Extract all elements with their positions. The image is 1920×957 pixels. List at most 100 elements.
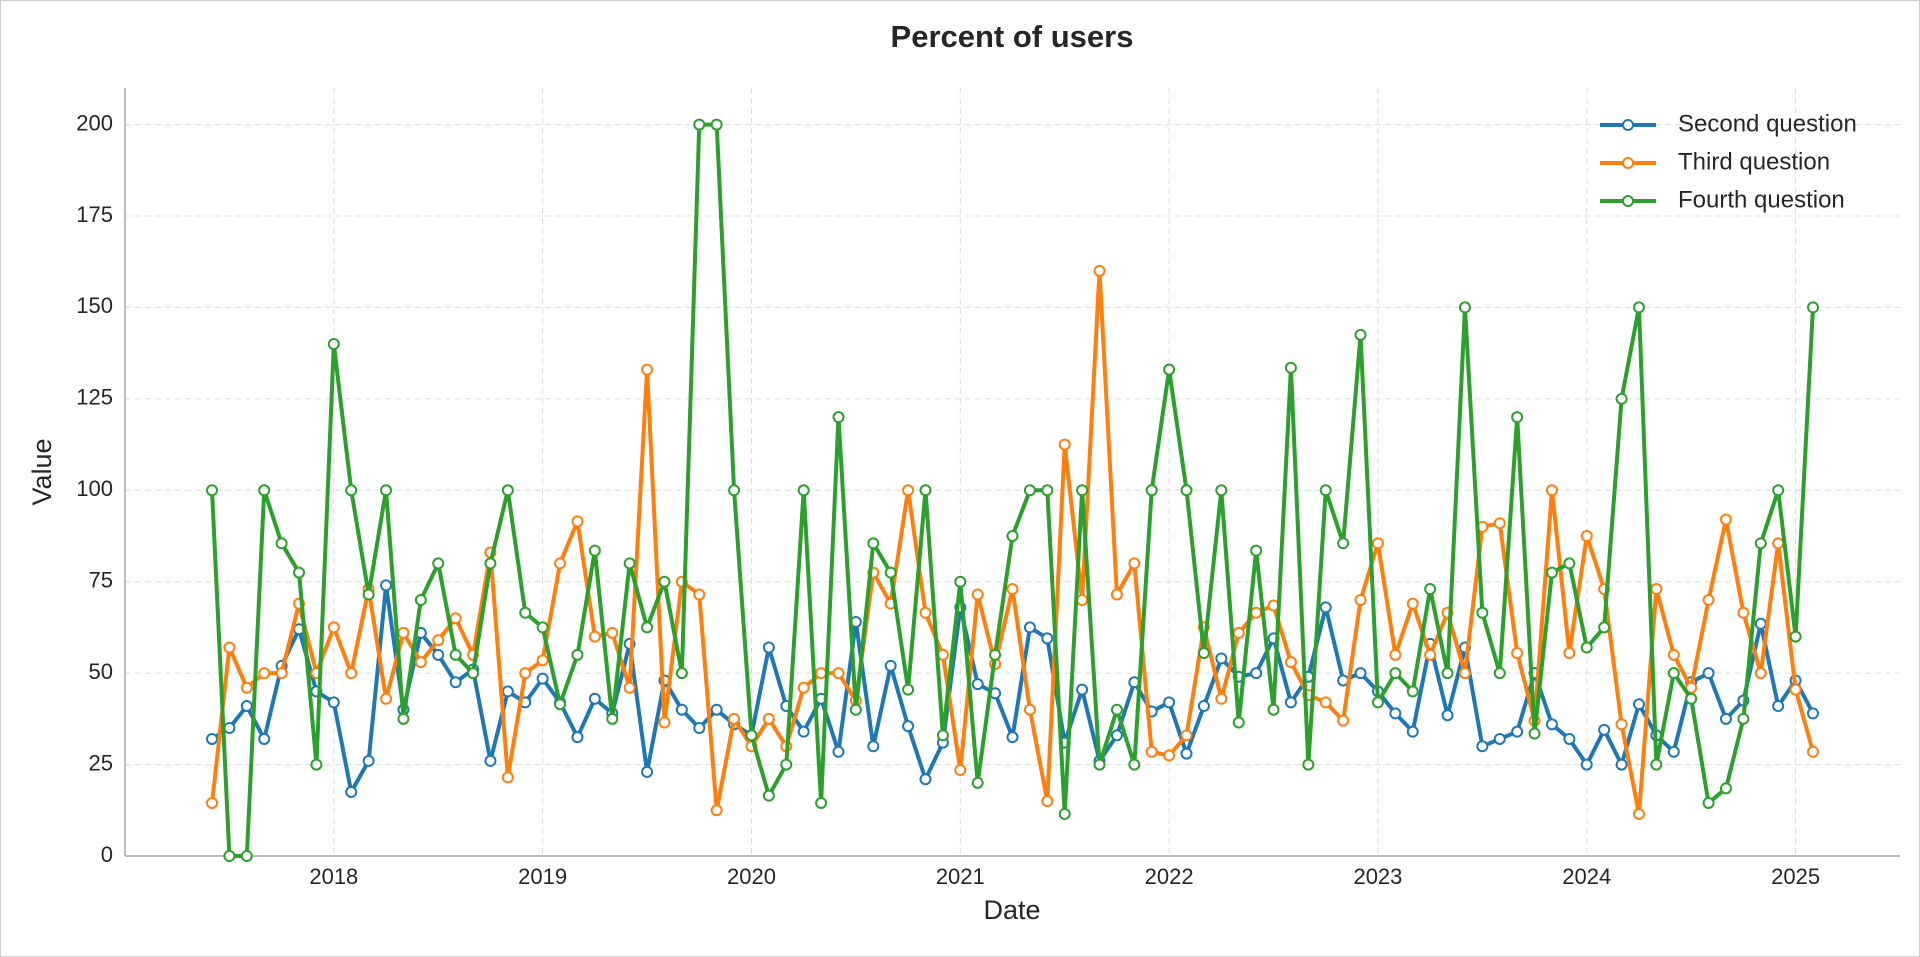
point-marker xyxy=(432,634,445,647)
point-marker xyxy=(1441,709,1454,722)
point-marker xyxy=(1598,723,1611,736)
point-marker xyxy=(849,703,862,716)
point-marker xyxy=(675,703,688,716)
point-marker xyxy=(1337,537,1350,550)
point-marker xyxy=(1702,667,1715,680)
point-marker xyxy=(362,754,375,767)
point-marker xyxy=(658,716,671,729)
legend-label: Third question xyxy=(1678,148,1830,175)
point-marker xyxy=(1476,740,1489,753)
point-marker xyxy=(623,681,636,694)
point-marker xyxy=(1789,683,1802,696)
point-marker xyxy=(606,712,619,725)
point-marker xyxy=(919,606,932,619)
legend-marker xyxy=(1622,195,1634,207)
point-marker xyxy=(1789,630,1802,643)
point-marker xyxy=(867,740,880,753)
point-marker xyxy=(1493,732,1506,745)
point-marker xyxy=(1354,594,1367,606)
point-marker xyxy=(902,720,915,733)
x-tick-label: 2022 xyxy=(1145,864,1194,889)
point-marker xyxy=(675,667,688,680)
point-marker xyxy=(1458,301,1471,314)
point-marker xyxy=(484,557,497,570)
point-marker xyxy=(954,764,967,777)
point-marker xyxy=(380,579,393,592)
point-marker xyxy=(728,712,741,725)
point-marker xyxy=(1319,601,1332,614)
point-marker xyxy=(1041,632,1054,645)
point-marker xyxy=(1754,667,1767,680)
point-marker xyxy=(1685,692,1698,705)
point-marker xyxy=(345,484,358,497)
point-marker xyxy=(223,641,236,654)
point-marker xyxy=(1058,438,1071,451)
point-marker xyxy=(606,626,619,639)
y-tick-label: 125 xyxy=(76,385,113,410)
point-marker xyxy=(380,692,393,705)
legend-marker xyxy=(1622,157,1634,169)
point-marker xyxy=(1302,758,1315,771)
point-marker xyxy=(1406,597,1419,610)
point-marker xyxy=(745,729,758,742)
point-marker xyxy=(1406,685,1419,698)
point-marker xyxy=(1737,712,1750,725)
point-marker xyxy=(797,725,810,738)
point-marker xyxy=(536,654,549,667)
point-marker xyxy=(571,515,584,528)
point-marker xyxy=(588,692,601,705)
point-marker xyxy=(414,656,427,669)
point-marker xyxy=(1093,264,1106,277)
point-marker xyxy=(588,544,601,557)
point-marker xyxy=(1719,513,1732,526)
point-marker xyxy=(1615,758,1628,771)
point-marker xyxy=(1580,641,1593,654)
point-marker xyxy=(1772,537,1785,550)
point-marker xyxy=(1371,537,1384,550)
point-marker xyxy=(919,773,932,786)
point-marker xyxy=(971,588,984,601)
point-marker xyxy=(1806,301,1819,314)
point-marker xyxy=(501,685,514,698)
point-marker xyxy=(1076,484,1089,497)
point-marker xyxy=(1511,647,1524,660)
point-marker xyxy=(1806,745,1819,758)
point-marker xyxy=(1180,729,1193,742)
point-marker xyxy=(362,588,375,601)
point-marker xyxy=(293,566,306,579)
point-marker xyxy=(832,411,845,424)
point-marker xyxy=(1006,530,1019,542)
point-marker xyxy=(1545,566,1558,579)
point-marker xyxy=(1180,747,1193,760)
point-marker xyxy=(641,363,654,376)
point-marker xyxy=(1250,544,1263,557)
point-marker xyxy=(936,729,949,742)
point-marker xyxy=(1371,696,1384,709)
point-marker xyxy=(623,557,636,570)
point-marker xyxy=(1563,647,1576,660)
point-marker xyxy=(1772,484,1785,497)
point-marker xyxy=(762,641,775,654)
y-tick-label: 150 xyxy=(76,293,113,318)
x-tick-label: 2024 xyxy=(1562,864,1611,889)
point-marker xyxy=(1354,667,1367,680)
point-marker xyxy=(1737,606,1750,619)
point-marker xyxy=(1772,700,1785,713)
point-marker xyxy=(1215,484,1228,497)
point-marker xyxy=(1250,606,1263,619)
point-marker xyxy=(206,796,219,809)
point-marker xyxy=(1145,484,1158,497)
point-marker xyxy=(1632,807,1645,820)
point-marker xyxy=(693,118,706,131)
point-marker xyxy=(815,796,828,809)
point-marker xyxy=(1476,606,1489,619)
point-marker xyxy=(1163,363,1176,376)
point-marker xyxy=(240,700,253,713)
point-marker xyxy=(1110,703,1123,716)
point-marker xyxy=(1650,583,1663,596)
point-marker xyxy=(536,621,549,634)
point-marker xyxy=(1058,807,1071,820)
point-marker xyxy=(884,566,897,579)
point-marker xyxy=(1424,648,1437,661)
point-marker xyxy=(1076,594,1089,606)
